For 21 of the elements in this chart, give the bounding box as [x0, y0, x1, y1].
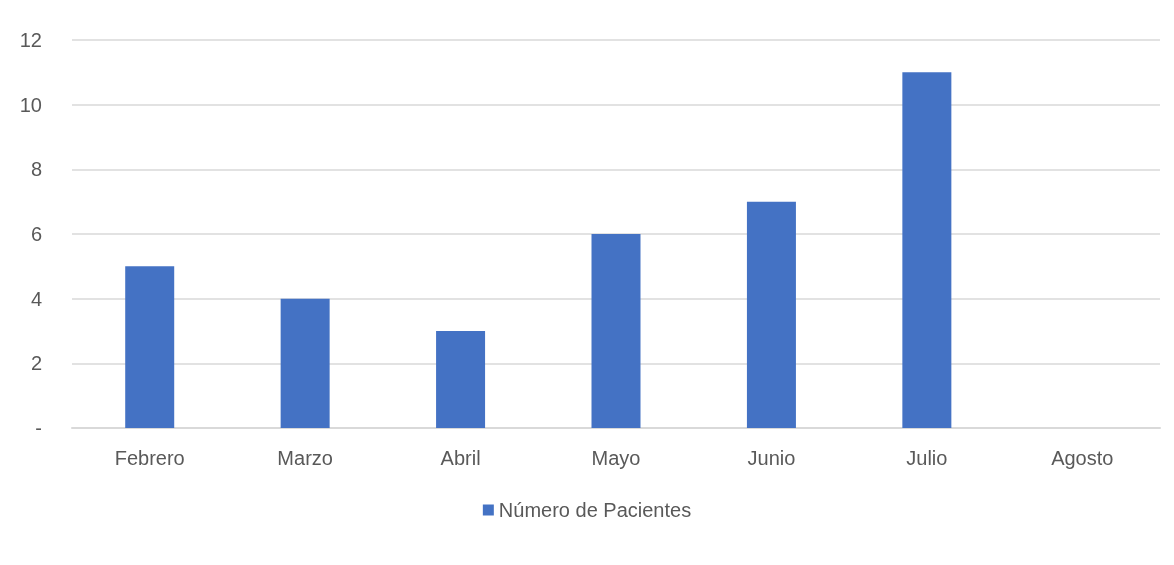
- x-tick-label: Julio: [906, 447, 948, 469]
- y-tick-label: 12: [19, 29, 42, 51]
- x-tick-label: Febrero: [114, 447, 185, 469]
- bar: [280, 298, 330, 428]
- y-tick-label: -: [35, 417, 42, 439]
- y-tick-label: 6: [30, 223, 42, 245]
- y-tick-label: 2: [30, 352, 42, 375]
- x-tick-label: Marzo: [277, 447, 333, 469]
- bar: [125, 266, 175, 428]
- bar: [591, 234, 641, 428]
- bar: [902, 72, 952, 428]
- x-tick-label: Mayo: [591, 447, 641, 469]
- y-tick-label: 4: [30, 287, 42, 310]
- x-tick-label: Abril: [440, 447, 481, 469]
- y-tick-label: 8: [30, 158, 42, 181]
- bar: [746, 201, 796, 428]
- legend-label: Número de Pacientes: [498, 499, 692, 521]
- x-tick-label: Agosto: [1051, 447, 1114, 469]
- bar: [436, 331, 486, 428]
- x-tick-label: Junio: [747, 447, 796, 469]
- y-tick-label: 10: [19, 93, 42, 116]
